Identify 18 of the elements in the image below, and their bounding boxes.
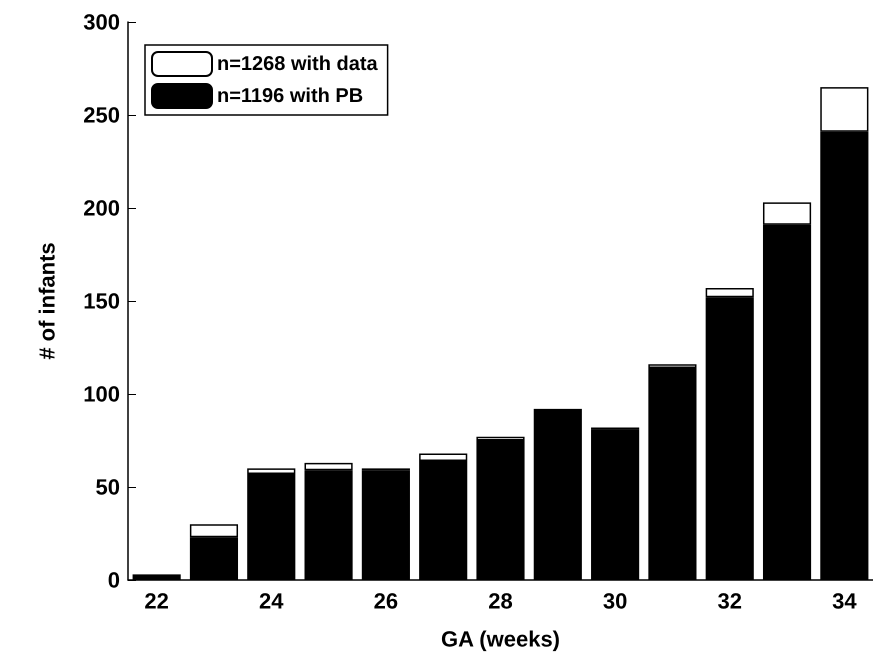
x-tick-label: 34 xyxy=(832,588,858,614)
legend-label: n=1268 with data xyxy=(217,53,378,75)
y-tick-label: 200 xyxy=(83,196,120,220)
x-tick-label: 28 xyxy=(488,588,513,614)
x-tick-label: 22 xyxy=(144,588,169,614)
y-tick-label: 50 xyxy=(96,474,120,500)
legend-label: n=1196 with PB xyxy=(217,85,364,107)
y-tick-label: 250 xyxy=(83,102,120,128)
y-tick-label: 100 xyxy=(83,382,120,406)
y-tick-label: 0 xyxy=(108,568,120,592)
y-axis-title: # of infants xyxy=(34,242,60,360)
y-tick-label: 150 xyxy=(83,288,120,314)
x-tick-label: 30 xyxy=(602,588,628,614)
x-tick-label: 26 xyxy=(374,588,398,614)
y-tick-label: 300 xyxy=(83,10,120,34)
x-tick-label: 32 xyxy=(717,588,742,614)
x-axis-title: GA (weeks) xyxy=(440,626,560,652)
x-tick-label: 24 xyxy=(259,588,284,614)
